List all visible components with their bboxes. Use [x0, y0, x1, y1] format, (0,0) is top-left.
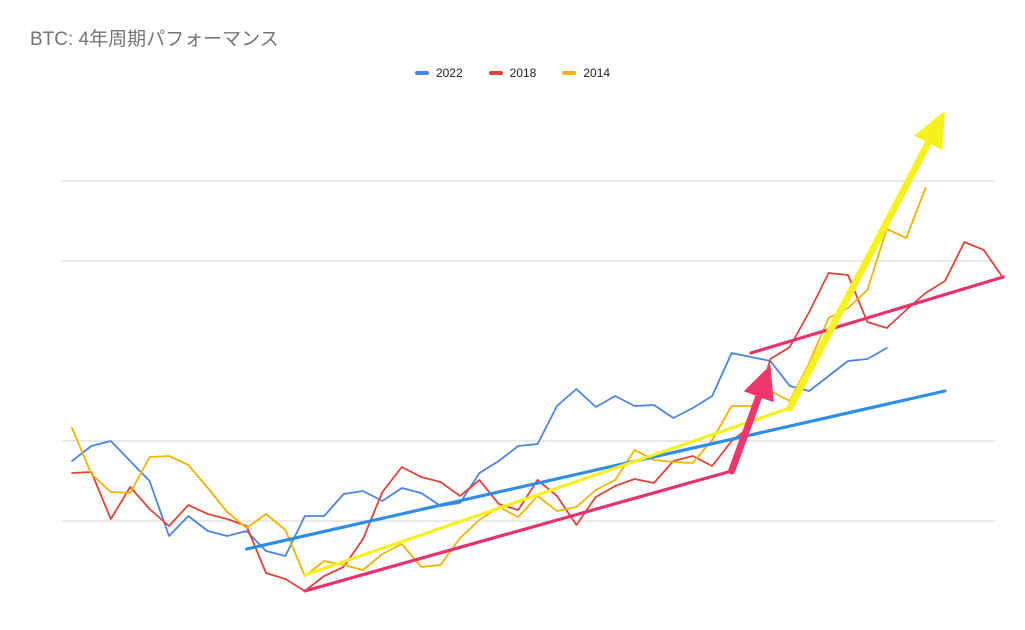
legend-swatch-2018	[488, 71, 503, 75]
legend-item-2022[interactable]: 2022	[414, 66, 463, 80]
legend-item-2014[interactable]: 2014	[562, 66, 610, 80]
trend-2018	[303, 469, 734, 593]
series-line-2022	[71, 347, 888, 557]
arrow-2018-shaft	[728, 393, 763, 475]
arrow-2014-head	[914, 111, 945, 151]
gridlines	[62, 180, 995, 522]
trend-2018-late	[749, 275, 1005, 355]
legend-label-2018: 2018	[509, 66, 537, 80]
series-line-2014	[71, 187, 927, 577]
legend-label-2014: 2014	[583, 66, 611, 80]
series-line-2018	[71, 241, 1005, 592]
legend-swatch-2014	[562, 71, 577, 75]
chart-title: BTC: 4年周期パフォーマンス	[30, 29, 279, 50]
arrow-2014-shaft	[786, 139, 932, 412]
trend-2014	[303, 406, 792, 577]
legend-label-2022: 2022	[435, 66, 463, 80]
legend-swatch-2022	[414, 71, 429, 75]
arrow-2018-head	[743, 365, 774, 403]
chart-legend: 2022 2018 2014	[0, 66, 1025, 80]
trend-annotations	[245, 111, 1005, 593]
trend-2022	[245, 389, 947, 551]
legend-item-2018[interactable]: 2018	[488, 66, 537, 80]
series-lines	[71, 187, 1005, 592]
